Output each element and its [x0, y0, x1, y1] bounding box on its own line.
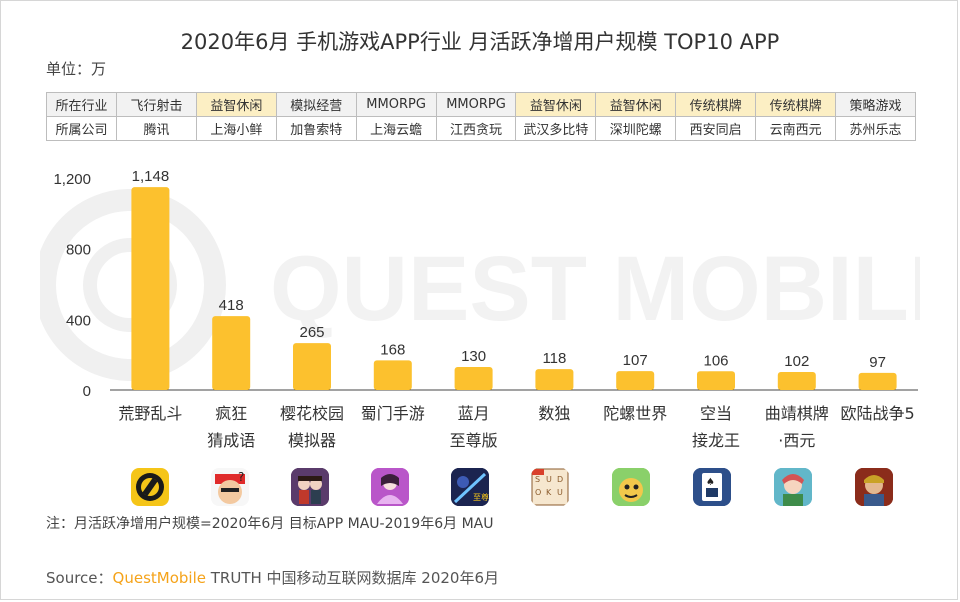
industry-cell: 传统棋牌 [755, 92, 837, 117]
industry-cell: MMORPG [435, 92, 517, 117]
bar-value-label: 106 [703, 352, 728, 369]
company-cell: 江西贪玩 [435, 116, 517, 141]
bar-value-label: 168 [380, 341, 405, 358]
svg-text:U: U [546, 475, 552, 484]
bar-value-label: 130 [461, 348, 486, 365]
blue-moon-app-icon: 至尊 [451, 468, 489, 506]
crazy-idiom-app-icon: ? [211, 468, 249, 506]
bar [858, 372, 897, 390]
bar [131, 187, 170, 390]
source-prefix: Source： [46, 569, 113, 587]
y-tick-label: 0 [83, 383, 91, 400]
company-cell: 苏州乐志 [835, 116, 916, 141]
svg-text:♠: ♠ [706, 477, 715, 488]
chart-title: 2020年6月 手机游戏APP行业 月活跃净增用户规模 TOP10 APP [180, 30, 780, 54]
footnote: 注：月活跃净增用户规模=2020年6月 目标APP MAU-2019年6月 MA… [46, 516, 494, 532]
watermark: QUEST MOBILE [40, 189, 920, 381]
info-table: 所在行业 飞行射击 益智休闲 模拟经营 MMORPG MMORPG 益智休闲 益… [46, 92, 916, 141]
industry-cell: 模拟经营 [275, 92, 357, 117]
category-label: 模拟器 [288, 431, 336, 450]
industry-cell: 益智休闲 [515, 92, 597, 117]
bar [293, 343, 331, 390]
industry-cell: 传统棋牌 [675, 92, 757, 117]
company-cell: 上海云蟾 [355, 116, 437, 141]
unit-label: 单位：万 [46, 60, 107, 78]
sakura-school-app-icon [291, 468, 329, 506]
y-tick-label: 400 [66, 312, 91, 329]
bar [212, 316, 251, 390]
category-label: 陀螺世界 [603, 404, 667, 423]
company-row: 所属公司 腾讯 上海小鲜 加鲁索特 上海云蟾 江西贪玩 武汉多比特 深圳陀螺 西… [46, 116, 916, 141]
category-label: 数独 [538, 404, 570, 423]
solitaire-app-icon: ♠ [693, 468, 731, 506]
bar [454, 367, 493, 390]
category-label: 欧陆战争5 [841, 404, 915, 423]
european-war-5-app-icon [855, 468, 893, 506]
svg-text:?: ? [238, 470, 244, 484]
company-cell: 加鲁索特 [275, 116, 357, 141]
category-label: 蓝月 [458, 404, 490, 423]
category-label: 樱花校园 [280, 404, 344, 423]
company-cell: 腾讯 [116, 116, 197, 141]
category-label: 蜀门手游 [361, 404, 425, 423]
category-label: ·西元 [778, 431, 815, 450]
bar [697, 371, 735, 390]
svg-text:至尊: 至尊 [473, 492, 489, 502]
industry-cell: 飞行射击 [116, 92, 197, 117]
shumen-app-icon [371, 468, 409, 506]
svg-text:D: D [557, 475, 563, 484]
brawl-stars-app-icon [131, 468, 169, 506]
category-label: 曲靖棋牌 [765, 404, 829, 423]
bar [777, 371, 816, 390]
bar-value-label: 418 [219, 297, 244, 314]
industry-cell: 策略游戏 [835, 92, 916, 117]
category-label: 疯狂 [215, 404, 247, 423]
bar [535, 369, 574, 390]
source-suffix: TRUTH 中国移动互联网数据库 2020年6月 [205, 569, 500, 587]
row-header-industry: 所在行业 [46, 92, 117, 117]
company-cell: 云南西元 [755, 116, 837, 141]
company-cell: 上海小鲜 [195, 116, 277, 141]
bar [373, 360, 412, 390]
category-label: 至尊版 [450, 431, 498, 450]
bar-value-label: 107 [623, 352, 648, 369]
industry-cell: MMORPG [355, 92, 437, 117]
source-line: Source：QuestMobile TRUTH 中国移动互联网数据库 2020… [46, 567, 499, 588]
row-header-company: 所属公司 [46, 116, 117, 141]
company-cell: 武汉多比特 [515, 116, 597, 141]
y-tick-label: 1,200 [53, 171, 91, 188]
bar [616, 371, 655, 390]
bar-value-label: 97 [869, 354, 886, 371]
svg-text:S: S [535, 475, 540, 484]
watermark-text: QUEST MOBILE [270, 238, 920, 340]
svg-text:O: O [535, 488, 541, 497]
industry-cell: 益智休闲 [195, 92, 277, 117]
bar-value-label: 1,148 [132, 168, 170, 185]
bar-value-label: 102 [784, 353, 809, 370]
source-brand: QuestMobile [112, 569, 206, 587]
industry-row: 所在行业 飞行射击 益智休闲 模拟经营 MMORPG MMORPG 益智休闲 益… [46, 92, 916, 117]
category-label: 猜成语 [207, 431, 255, 450]
y-tick-label: 800 [66, 242, 91, 259]
industry-cell: 益智休闲 [595, 92, 677, 117]
qujing-chess-app-icon [774, 468, 812, 506]
category-label: 接龙王 [692, 431, 740, 450]
category-label: 荒野乱斗 [118, 404, 182, 423]
category-label: 空当 [700, 404, 732, 423]
svg-text:U: U [557, 488, 563, 497]
company-cell: 西安同启 [675, 116, 757, 141]
bar-value-label: 265 [299, 324, 324, 341]
bar-value-label: 118 [542, 350, 566, 367]
svg-text:K: K [546, 488, 552, 497]
gyro-world-app-icon [612, 468, 650, 506]
company-cell: 深圳陀螺 [595, 116, 677, 141]
